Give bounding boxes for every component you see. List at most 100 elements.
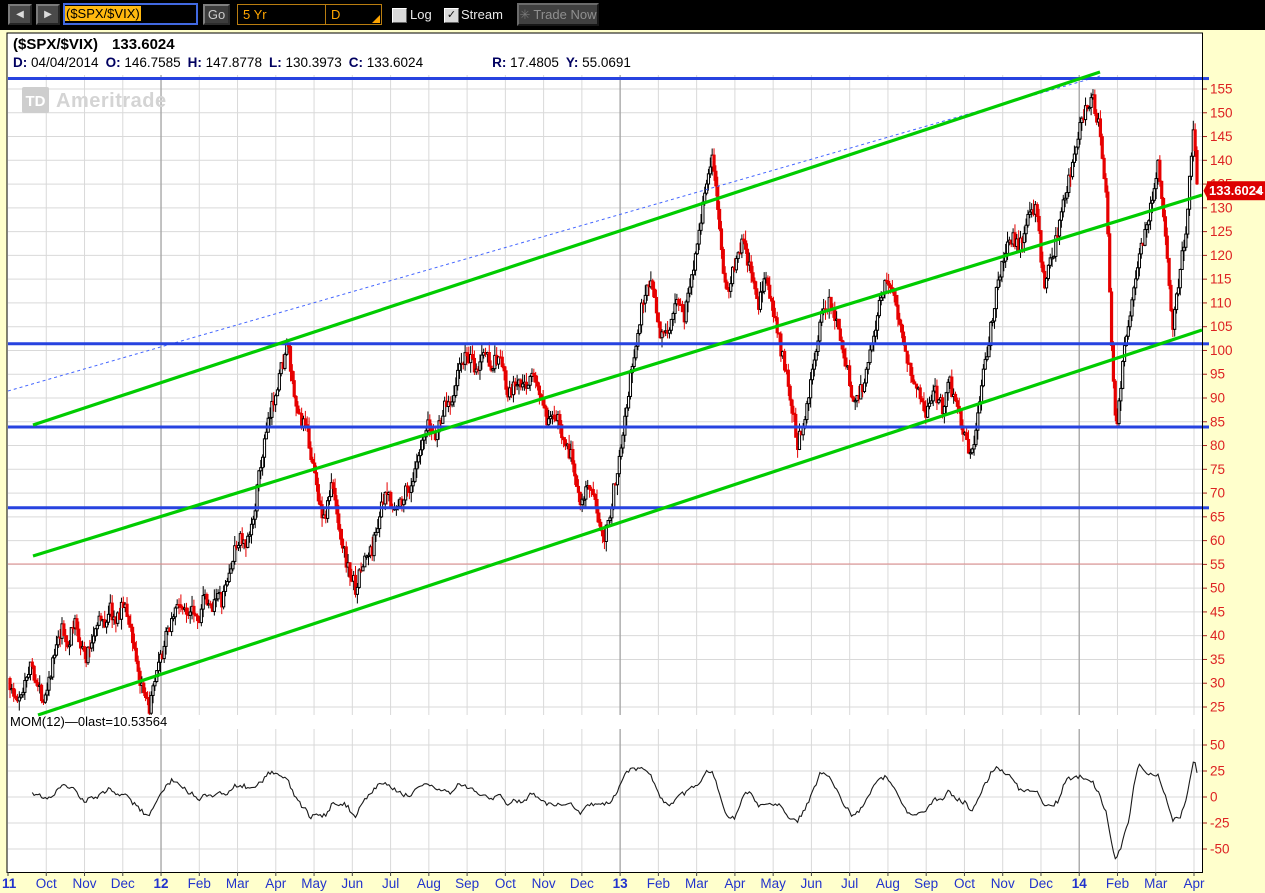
svg-text:Ameritrade: Ameritrade [56, 90, 167, 112]
svg-text:45: 45 [1210, 604, 1225, 619]
channel-line-top [32, 70, 1101, 427]
svg-text:Oct: Oct [495, 876, 516, 891]
svg-text:Nov: Nov [532, 876, 556, 891]
ohlc-field: O: 146.7585 [105, 55, 181, 70]
momentum-line [31, 761, 1198, 860]
forward-arrow-icon: ▶ [44, 9, 52, 20]
svg-text:110: 110 [1210, 295, 1232, 310]
svg-text:65: 65 [1210, 509, 1225, 524]
svg-text:Oct: Oct [36, 876, 57, 891]
forward-button[interactable]: ▶ [36, 4, 60, 25]
stream-checkbox[interactable]: ✓ [444, 8, 459, 23]
svg-text:TD: TD [26, 93, 46, 110]
momentum-name: MOM(12) [10, 714, 65, 729]
trade-now-button[interactable]: ✳ Trade Now [517, 3, 599, 26]
symbol-input-selected-text: ($SPX/$VIX) [65, 6, 141, 21]
svg-text:145: 145 [1210, 129, 1233, 144]
svg-text:95: 95 [1210, 367, 1225, 382]
svg-text:Dec: Dec [570, 876, 594, 891]
svg-text:Jul: Jul [841, 876, 858, 891]
svg-text:50: 50 [1210, 738, 1225, 753]
svg-text:50: 50 [1210, 581, 1225, 596]
svg-text:120: 120 [1210, 248, 1233, 263]
svg-text:140: 140 [1210, 153, 1233, 168]
svg-text:80: 80 [1210, 438, 1225, 453]
candlesticks [8, 89, 1199, 715]
svg-text:90: 90 [1210, 390, 1225, 405]
svg-text:35: 35 [1210, 652, 1225, 667]
momentum-last-value: last=10.53564 [85, 714, 168, 729]
log-checkbox-label: Log [410, 7, 432, 22]
channel-trendlines[interactable] [32, 70, 1203, 717]
chart-panel [6, 32, 1203, 873]
price-axis: 1551501451401351301251201151101051009590… [1203, 77, 1233, 714]
svg-text:Nov: Nov [991, 876, 1015, 891]
ohlc-field: Y: 55.0691 [565, 55, 631, 70]
svg-text:Jun: Jun [341, 876, 363, 891]
svg-text:Dec: Dec [111, 876, 135, 891]
svg-text:40: 40 [1210, 628, 1225, 643]
svg-text:13: 13 [613, 876, 629, 891]
svg-text:14: 14 [1072, 876, 1088, 891]
channel-line-middle [32, 193, 1203, 558]
svg-text:85: 85 [1210, 414, 1225, 429]
svg-text:May: May [760, 876, 786, 891]
go-button[interactable]: Go [203, 4, 230, 25]
ohlc-readout: D: 04/04/2014 O: 146.7585 H: 147.8778 L: 13… [13, 55, 638, 70]
trade-burst-icon: ✳ [519, 7, 531, 22]
svg-text:Jul: Jul [382, 876, 399, 891]
range-select-value: 5 Yr [243, 7, 267, 22]
ohlc-field: L: 130.3973 [268, 55, 342, 70]
period-select[interactable]: D [325, 4, 382, 25]
svg-text:◄: ◄ [1253, 187, 1262, 197]
svg-text:Jun: Jun [801, 876, 823, 891]
support-resistance-lines[interactable] [8, 77, 1202, 510]
svg-text:75: 75 [1210, 462, 1225, 477]
channel-line-bottom [37, 328, 1203, 717]
stream-checkbox-label: Stream [461, 7, 503, 22]
ohlc-field: H: 147.8778 [187, 55, 262, 70]
svg-text:115: 115 [1210, 272, 1232, 287]
back-arrow-icon: ◀ [16, 9, 24, 20]
svg-text:-50: -50 [1210, 842, 1230, 857]
log-checkbox[interactable] [392, 8, 407, 23]
svg-text:Feb: Feb [1106, 876, 1129, 891]
svg-text:105: 105 [1210, 319, 1233, 334]
ohlc-field: D: 04/04/2014 [13, 55, 99, 70]
svg-text:Sep: Sep [914, 876, 938, 891]
trade-now-label: Trade Now [533, 7, 597, 22]
svg-text:Feb: Feb [647, 876, 670, 891]
symbol-input[interactable]: ($SPX/$VIX) [63, 3, 198, 25]
svg-text:0: 0 [1210, 790, 1218, 805]
svg-text:155: 155 [1210, 82, 1233, 97]
momentum-zero-line-legend: —0 [64, 714, 86, 729]
chart-title: ($SPX/$VIX) 133.6024 [13, 36, 175, 53]
svg-text:130: 130 [1210, 200, 1233, 215]
momentum-axis: 50 25 0 -25 -50 [1203, 738, 1230, 857]
last-price-tag: 133.6024◄ [1203, 181, 1265, 201]
svg-text:Apr: Apr [265, 876, 287, 891]
svg-text:Aug: Aug [876, 876, 900, 891]
chart-symbol: ($SPX/$VIX) [13, 36, 99, 53]
ohlc-field: C: 133.6024 [348, 55, 424, 70]
svg-text:70: 70 [1210, 486, 1225, 501]
svg-text:May: May [301, 876, 327, 891]
checkmark-icon: ✓ [446, 9, 457, 21]
svg-text:25: 25 [1210, 764, 1225, 779]
toolbar: ◀ ▶ ($SPX/$VIX) Go 5 Yr D Log ✓ Stream ✳… [0, 0, 1265, 30]
svg-text:11: 11 [2, 876, 17, 891]
svg-text:133.6024: 133.6024 [1209, 183, 1264, 198]
svg-text:Feb: Feb [188, 876, 211, 891]
svg-text:Sep: Sep [455, 876, 479, 891]
back-button[interactable]: ◀ [8, 4, 32, 25]
svg-text:Dec: Dec [1029, 876, 1053, 891]
svg-text:125: 125 [1210, 224, 1233, 239]
svg-text:Mar: Mar [1144, 876, 1168, 891]
svg-text:Apr: Apr [724, 876, 746, 891]
svg-text:Oct: Oct [954, 876, 975, 891]
svg-text:100: 100 [1210, 343, 1233, 358]
svg-text:30: 30 [1210, 676, 1225, 691]
period-select-value: D [331, 7, 341, 22]
